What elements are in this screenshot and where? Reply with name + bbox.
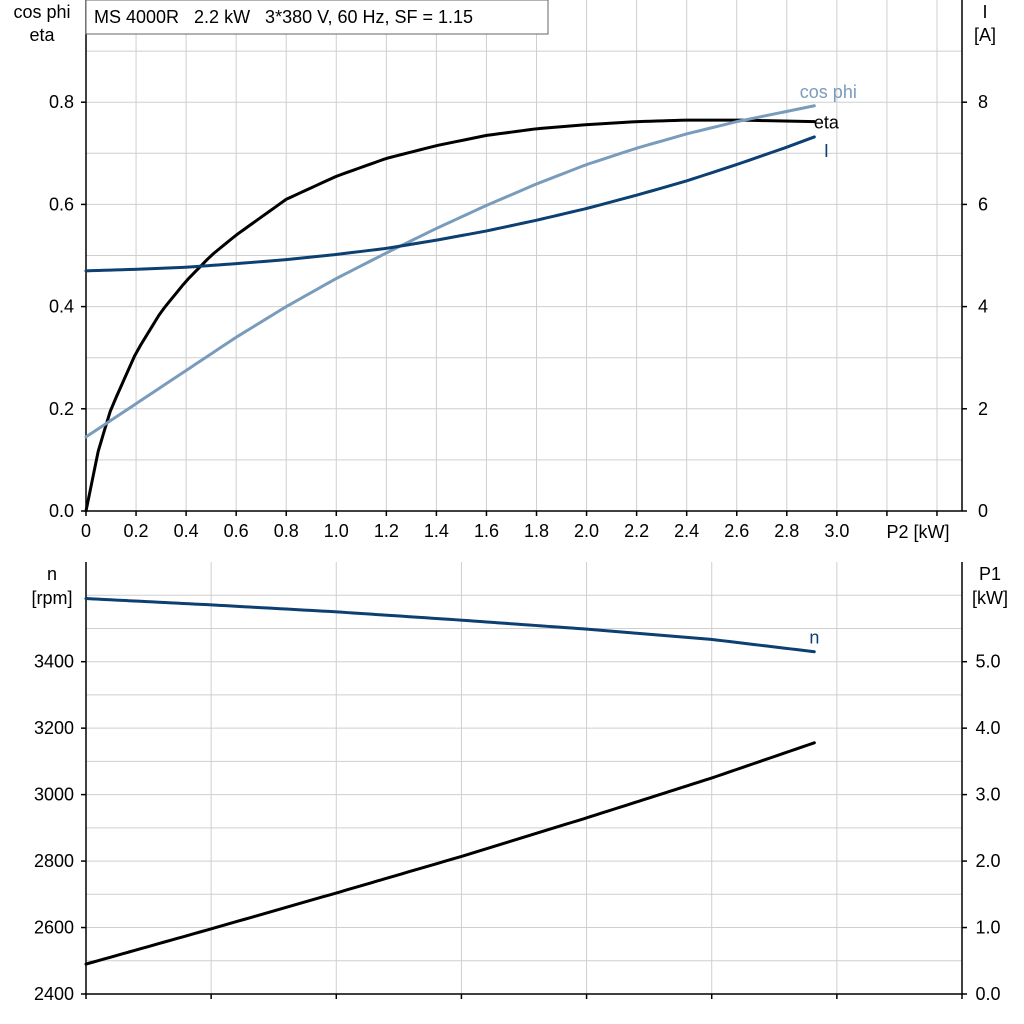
top-chart-series: [84, 104, 816, 513]
x-tick-label: 2.8: [774, 521, 799, 541]
x-tick-label: 0.6: [224, 521, 249, 541]
right-tick-label: 0: [978, 501, 988, 521]
top-right-axis-title: I [A]: [974, 2, 996, 45]
x-tick-label: 0.8: [274, 521, 299, 541]
left-tick-label: 2400: [34, 984, 74, 1004]
series-eta-label: eta: [814, 113, 840, 133]
bottom-chart-tick-labels: 2400 2600 2800 3000 3200 3400 0.0 1.0 2.0 3.0 4.0 5…: [34, 652, 1001, 1004]
top-left-axis-title-line1: cos phi: [13, 2, 70, 22]
top-chart-axes: [81, 0, 967, 516]
right-tick-label: 6: [978, 194, 988, 214]
x-tick-label: 0.2: [124, 521, 149, 541]
bottom-chart: 2400 2600 2800 3000 3200 3400 0.0 1.0 2.0 3.0 4.0 5…: [31, 562, 1008, 1004]
bottom-right-axis-title-line2: [kW]: [972, 588, 1008, 608]
right-tick-label: 2.0: [975, 851, 1000, 871]
series-i-label: I: [824, 141, 829, 161]
x-tick-label: 3.0: [824, 521, 849, 541]
x-axis-title: P2 [kW]: [886, 522, 949, 542]
x-tick-label: 1.4: [424, 521, 449, 541]
top-chart-tick-labels: 0.0 0.2 0.4 0.6 0.8 0 2 4 6 8 0 0.2 0.4 0.6 0.8 1.0 1.2 1…: [49, 92, 988, 541]
right-tick-label: 3.0: [975, 785, 1000, 805]
x-tick-label: 2.0: [574, 521, 599, 541]
series-p1-line: [84, 741, 816, 966]
left-tick-label: 0.6: [49, 194, 74, 214]
left-tick-label: 3400: [34, 652, 74, 672]
left-tick-label: 0.2: [49, 399, 74, 419]
right-tick-label: 0.0: [975, 984, 1000, 1004]
x-tick-label: 2.4: [674, 521, 699, 541]
series-cos-phi-label: cos phi: [800, 82, 857, 102]
x-tick-label: 1.2: [374, 521, 399, 541]
right-tick-label: 4.0: [975, 718, 1000, 738]
right-tick-label: 5.0: [975, 652, 1000, 672]
series-eta-line: [84, 118, 816, 513]
right-tick-label: 2: [978, 399, 988, 419]
left-tick-label: 0.0: [49, 501, 74, 521]
bottom-chart-series: [84, 597, 816, 966]
top-right-axis-title-line2: [A]: [974, 25, 996, 45]
x-tick-label: 0: [81, 521, 91, 541]
bottom-chart-series-labels: n: [809, 628, 819, 648]
top-left-axis-title: cos phi eta: [13, 2, 70, 45]
series-n-label: n: [809, 628, 819, 648]
bottom-left-axis-title: n [rpm]: [31, 564, 72, 608]
bottom-chart-grid: [86, 562, 962, 994]
right-tick-label: 1.0: [975, 918, 1000, 938]
top-right-axis-title-line1: I: [982, 2, 987, 22]
right-tick-label: 4: [978, 297, 988, 317]
left-tick-label: 0.4: [49, 297, 74, 317]
legend-text: MS 4000R 2.2 kW 3*380 V, 60 Hz, SF = 1.1…: [94, 7, 473, 27]
bottom-left-axis-title-line2: [rpm]: [31, 588, 72, 608]
bottom-right-axis-title: P1 [kW]: [972, 564, 1008, 608]
top-chart-grid: [86, 0, 962, 511]
bottom-right-axis-title-line1: P1: [979, 564, 1001, 584]
series-n-line: [84, 597, 816, 654]
bottom-chart-axes: [81, 562, 967, 999]
x-tick-label: 2.2: [624, 521, 649, 541]
bottom-left-axis-title-line1: n: [47, 564, 57, 584]
left-tick-label: 3000: [34, 785, 74, 805]
right-tick-label: 8: [978, 92, 988, 112]
left-tick-label: 0.8: [49, 92, 74, 112]
x-tick-label: 2.6: [724, 521, 749, 541]
top-left-axis-title-line2: eta: [29, 25, 55, 45]
top-chart-series-labels: eta cos phi I: [800, 82, 857, 161]
left-tick-label: 2800: [34, 851, 74, 871]
series-cos-phi-line: [84, 104, 816, 439]
top-chart: 0.0 0.2 0.4 0.6 0.8 0 2 4 6 8 0 0.2 0.4 0.6 0.8 1.0 1.2 1…: [13, 0, 996, 542]
legend-box: MS 4000R 2.2 kW 3*380 V, 60 Hz, SF = 1.1…: [85, 0, 549, 35]
x-tick-label: 1.8: [524, 521, 549, 541]
left-tick-label: 3200: [34, 718, 74, 738]
x-tick-label: 0.4: [174, 521, 199, 541]
x-tick-label: 1.6: [474, 521, 499, 541]
left-tick-label: 2600: [34, 918, 74, 938]
x-tick-label: 1.0: [324, 521, 349, 541]
series-i-line: [84, 135, 816, 273]
